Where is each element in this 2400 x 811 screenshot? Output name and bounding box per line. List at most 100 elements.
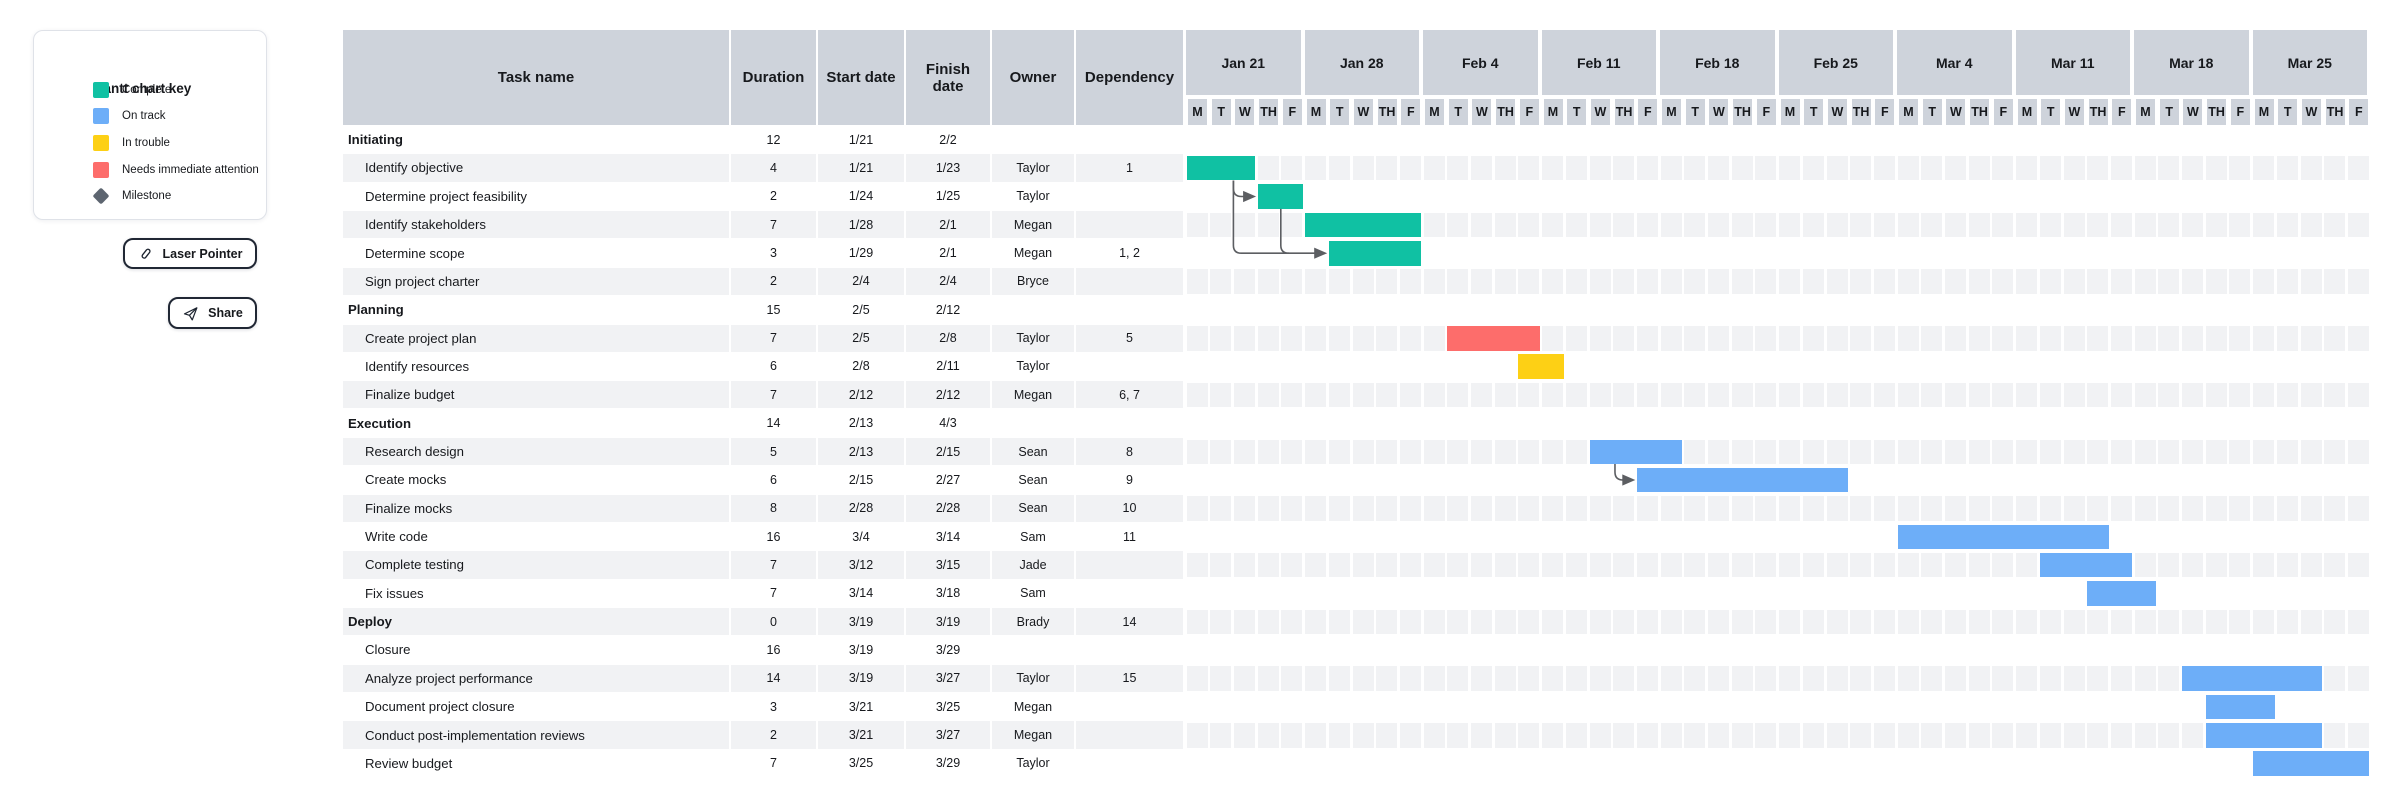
finish-cell[interactable]: 3/27 bbox=[906, 721, 990, 749]
gantt-bar-complete[interactable] bbox=[1186, 155, 1256, 181]
dependency-cell[interactable]: 5 bbox=[1076, 324, 1183, 352]
duration-cell[interactable]: 8 bbox=[731, 494, 816, 522]
dependency-cell[interactable] bbox=[1076, 721, 1183, 749]
dependency-cell[interactable]: 1 bbox=[1076, 154, 1183, 182]
finish-cell[interactable]: 3/14 bbox=[935, 529, 961, 544]
start-cell[interactable]: 2/8 bbox=[852, 359, 870, 374]
duration-cell[interactable]: 7 bbox=[731, 211, 816, 239]
owner-cell[interactable] bbox=[992, 296, 1074, 323]
task-name-cell[interactable]: Sign project charter bbox=[343, 267, 729, 296]
task-name-cell[interactable]: Identify objective bbox=[343, 154, 729, 182]
gantt-bar-on_track[interactable] bbox=[2205, 694, 2275, 720]
duration-cell[interactable]: 2 bbox=[731, 721, 816, 749]
owner-cell[interactable]: Megan bbox=[992, 211, 1074, 239]
laser-pointer-button[interactable]: Laser Pointer bbox=[123, 238, 257, 269]
owner-cell[interactable]: Taylor bbox=[992, 664, 1074, 692]
owner-cell[interactable]: Brady bbox=[992, 608, 1074, 636]
dependency-cell[interactable]: 1, 2 bbox=[1119, 246, 1140, 261]
task-name-cell[interactable]: Analyze project performance bbox=[343, 664, 729, 692]
duration-cell[interactable]: 6 bbox=[770, 359, 777, 374]
gantt-bar-on_track[interactable] bbox=[1897, 524, 2109, 549]
dependency-cell[interactable]: 11 bbox=[1123, 529, 1136, 544]
gantt-bar-on_track[interactable] bbox=[2182, 666, 2322, 691]
duration-cell[interactable]: 4 bbox=[731, 154, 816, 182]
start-cell[interactable]: 2/13 bbox=[818, 437, 904, 466]
task-name-cell[interactable]: Conduct post-implementation reviews bbox=[343, 721, 729, 749]
start-cell[interactable]: 2/13 bbox=[848, 416, 874, 431]
owner-cell[interactable]: Taylor bbox=[992, 154, 1074, 182]
start-cell[interactable]: 2/12 bbox=[818, 381, 904, 409]
dependency-cell[interactable]: 15 bbox=[1076, 664, 1183, 692]
start-cell[interactable]: 1/21 bbox=[818, 154, 904, 182]
start-cell[interactable]: 2/4 bbox=[818, 267, 904, 296]
duration-cell[interactable]: 7 bbox=[770, 756, 777, 771]
finish-cell[interactable]: 4/3 bbox=[939, 416, 957, 431]
finish-cell[interactable]: 3/25 bbox=[935, 699, 961, 714]
start-cell[interactable]: 3/14 bbox=[848, 586, 874, 601]
task-name-cell[interactable]: Execution bbox=[348, 415, 412, 431]
gantt-bar-complete[interactable] bbox=[1305, 212, 1422, 238]
owner-cell[interactable]: Megan bbox=[992, 381, 1074, 409]
owner-cell[interactable]: Megan bbox=[1013, 699, 1053, 714]
owner-cell[interactable]: Taylor bbox=[1016, 359, 1050, 374]
start-cell[interactable]: 2/5 bbox=[852, 302, 870, 317]
dependency-cell[interactable] bbox=[1076, 126, 1183, 153]
task-name-cell[interactable]: Identify stakeholders bbox=[343, 211, 729, 239]
owner-cell[interactable]: Sam bbox=[1020, 586, 1046, 601]
duration-cell[interactable]: 14 bbox=[766, 416, 781, 431]
duration-cell[interactable]: 15 bbox=[766, 302, 781, 317]
gantt-bar-on_track[interactable] bbox=[2253, 751, 2370, 776]
duration-cell[interactable]: 7 bbox=[770, 586, 777, 601]
task-name-cell[interactable]: Initiating bbox=[348, 132, 403, 148]
start-cell[interactable]: 2/28 bbox=[818, 494, 904, 522]
dependency-cell[interactable]: 8 bbox=[1076, 437, 1183, 466]
finish-cell[interactable]: 3/19 bbox=[906, 608, 990, 636]
owner-cell[interactable]: Sean bbox=[992, 437, 1074, 466]
start-cell[interactable]: 3/12 bbox=[818, 551, 904, 579]
owner-cell[interactable] bbox=[992, 636, 1074, 663]
gantt-bar-on_track[interactable] bbox=[2039, 552, 2133, 578]
duration-cell[interactable]: 0 bbox=[731, 608, 816, 636]
owner-cell[interactable]: Taylor bbox=[1016, 189, 1050, 204]
dependency-cell[interactable]: 9 bbox=[1126, 472, 1133, 487]
finish-cell[interactable]: 2/4 bbox=[906, 267, 990, 296]
duration-cell[interactable]: 6 bbox=[770, 472, 777, 487]
owner-cell[interactable] bbox=[992, 126, 1074, 153]
gantt-bar-in_trouble[interactable] bbox=[1518, 354, 1564, 379]
dependency-cell[interactable] bbox=[1076, 410, 1183, 437]
dependency-cell[interactable]: 6, 7 bbox=[1076, 381, 1183, 409]
finish-cell[interactable]: 3/27 bbox=[906, 664, 990, 692]
owner-cell[interactable] bbox=[992, 410, 1074, 437]
task-name-cell[interactable]: Deploy bbox=[343, 608, 729, 636]
gantt-key-card[interactable]: Gantt chart key Complete On track In troub… bbox=[33, 30, 267, 220]
finish-cell[interactable]: 3/29 bbox=[935, 756, 961, 771]
finish-cell[interactable]: 3/15 bbox=[906, 551, 990, 579]
duration-cell[interactable]: 3 bbox=[770, 699, 777, 714]
owner-cell[interactable]: Taylor bbox=[1016, 756, 1050, 771]
start-cell[interactable]: 2/15 bbox=[848, 472, 874, 487]
duration-cell[interactable]: 14 bbox=[731, 664, 816, 692]
duration-cell[interactable]: 16 bbox=[766, 642, 781, 657]
finish-cell[interactable]: 2/12 bbox=[935, 302, 961, 317]
dependency-cell[interactable] bbox=[1076, 636, 1183, 663]
task-name-cell[interactable]: Determine project feasibility bbox=[365, 188, 527, 204]
start-cell[interactable]: 3/4 bbox=[852, 529, 870, 544]
task-name-cell[interactable]: Create mocks bbox=[365, 472, 447, 488]
dependency-cell[interactable]: 14 bbox=[1076, 608, 1183, 636]
finish-cell[interactable]: 2/1 bbox=[939, 246, 957, 261]
task-name-cell[interactable]: Finalize mocks bbox=[343, 494, 729, 522]
start-cell[interactable]: 3/21 bbox=[818, 721, 904, 749]
duration-cell[interactable]: 7 bbox=[731, 381, 816, 409]
start-cell[interactable]: 1/28 bbox=[818, 211, 904, 239]
gantt-bar-needs_attention[interactable] bbox=[1447, 326, 1540, 351]
start-cell[interactable]: 1/29 bbox=[848, 246, 874, 261]
task-name-cell[interactable]: Review budget bbox=[365, 755, 453, 771]
dependency-cell[interactable] bbox=[1076, 750, 1183, 777]
gantt-bar-on_track[interactable] bbox=[2087, 581, 2157, 606]
owner-cell[interactable]: Megan bbox=[1013, 246, 1053, 261]
start-cell[interactable]: 3/19 bbox=[818, 664, 904, 692]
task-name-cell[interactable]: Determine scope bbox=[365, 245, 465, 261]
duration-cell[interactable]: 7 bbox=[731, 324, 816, 352]
owner-cell[interactable]: Jade bbox=[992, 551, 1074, 579]
dependency-cell[interactable] bbox=[1076, 551, 1183, 579]
